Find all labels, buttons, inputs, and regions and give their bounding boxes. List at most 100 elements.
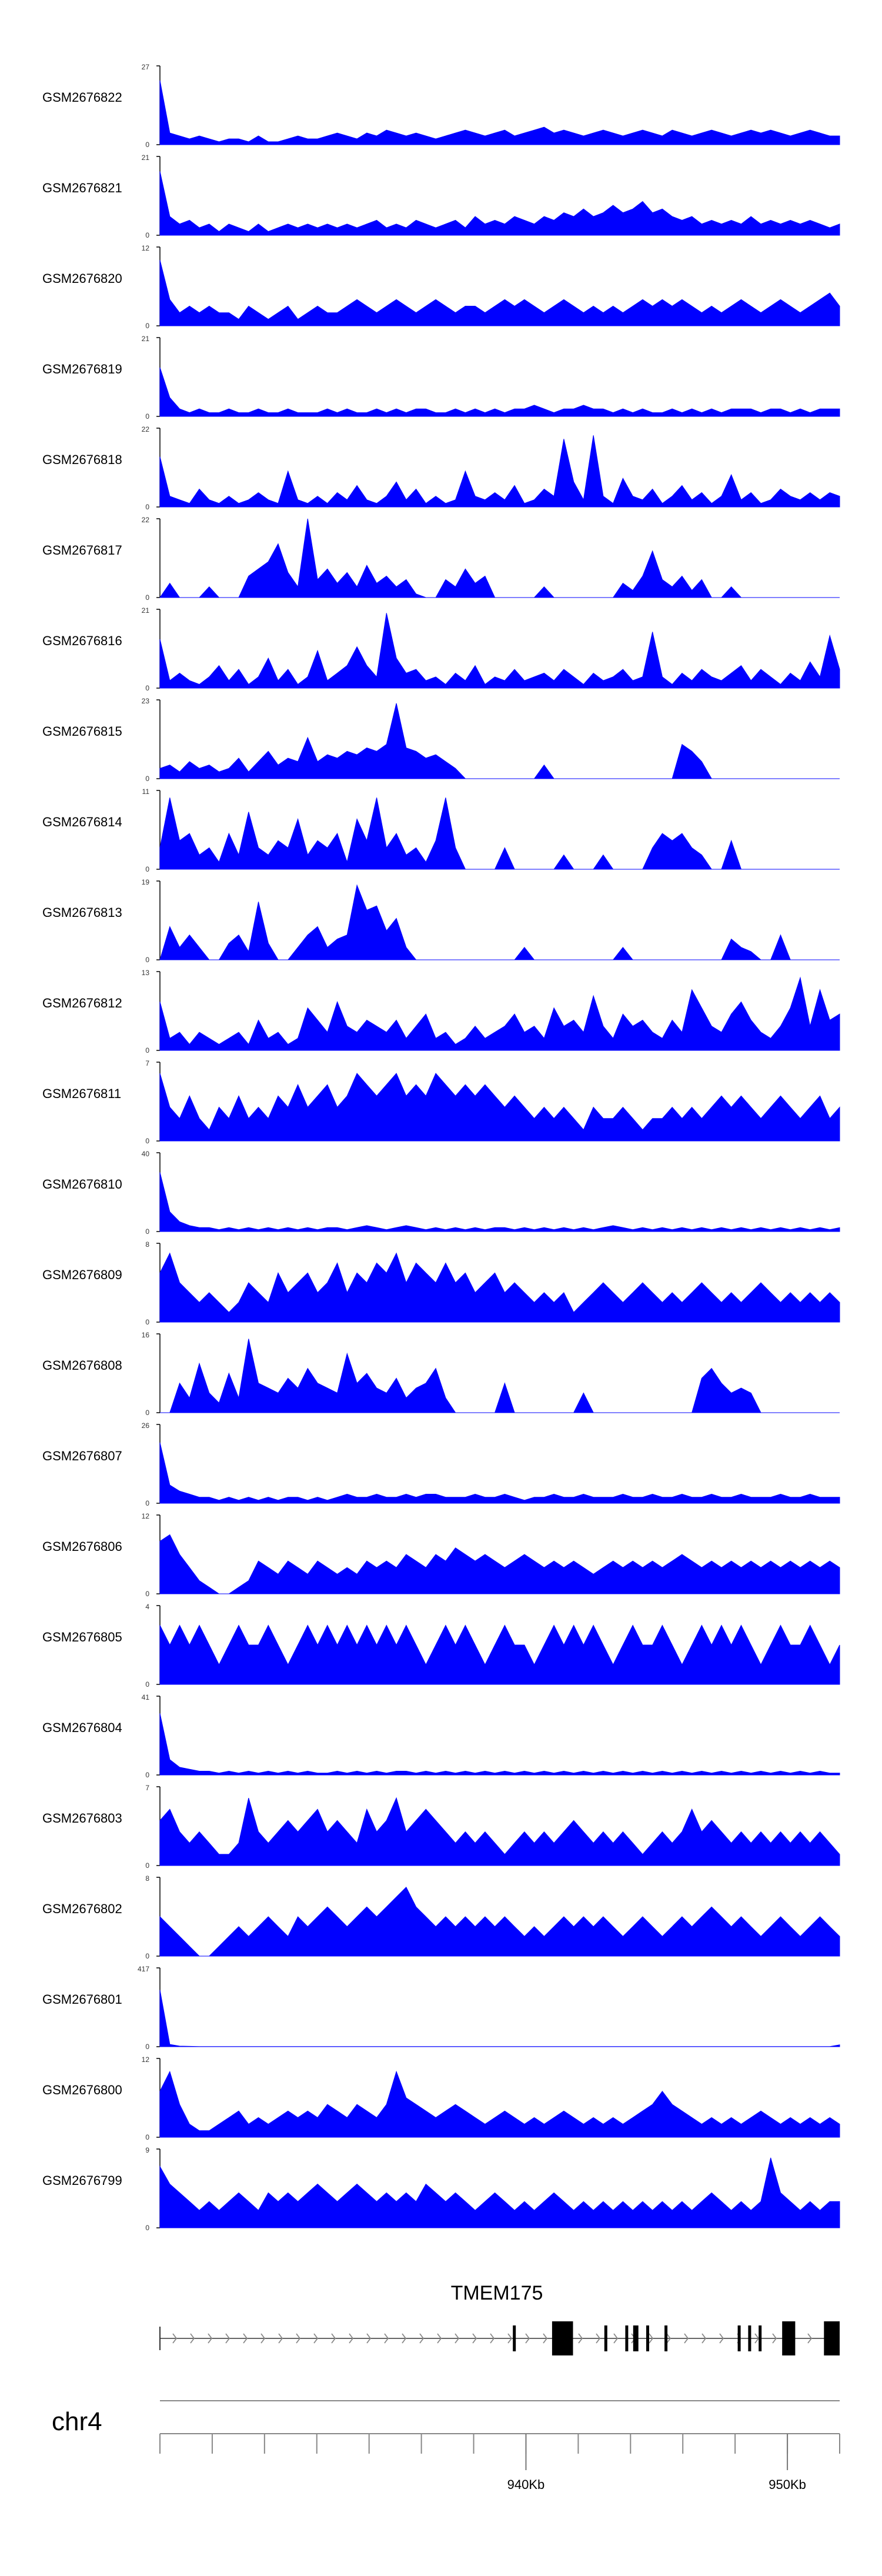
track-label: GSM2676804 <box>42 1720 122 1735</box>
coverage-tracks: GSM2676822270GSM2676821210GSM2676820120G… <box>42 63 840 2232</box>
strand-arrow <box>366 2333 372 2344</box>
track-ymax-label: 27 <box>142 63 150 71</box>
coverage-area <box>159 80 840 145</box>
coverage-area <box>159 260 840 326</box>
exon-block <box>748 2325 751 2351</box>
track-label: GSM2676819 <box>42 362 122 376</box>
track-ymax-label: 8 <box>145 1240 149 1249</box>
track-GSM2676821: GSM2676821 21 0 <box>42 154 840 239</box>
exons <box>513 2321 840 2355</box>
track-ymin-label: 0 <box>145 2043 149 2051</box>
track-ymin-label: 0 <box>145 1861 149 1870</box>
strand-arrow <box>296 2333 301 2344</box>
strand-arrow <box>313 2333 319 2344</box>
track-ymax-label: 22 <box>142 425 150 433</box>
coverage-area <box>160 1339 840 1413</box>
track-GSM2676802: GSM2676802 8 0 <box>42 1874 840 1960</box>
track-GSM2676804: GSM2676804 41 0 <box>42 1693 840 1779</box>
strand-arrow <box>649 2333 654 2344</box>
strand-arrow <box>543 2333 548 2344</box>
strand-arrow <box>472 2333 477 2344</box>
track-label: GSM2676803 <box>42 1811 122 1826</box>
coverage-area <box>159 367 840 417</box>
coverage-area <box>159 2157 840 2228</box>
track-label: GSM2676812 <box>42 996 122 1010</box>
track-ymax-label: 8 <box>145 1874 149 1883</box>
track-ymax-label: 21 <box>142 606 150 615</box>
strand-arrow <box>684 2333 689 2344</box>
track-ymin-label: 0 <box>145 412 149 421</box>
track-GSM2676818: GSM2676818 22 0 <box>42 425 840 511</box>
exon-block <box>513 2325 516 2351</box>
track-ymin-label: 0 <box>145 1409 149 1417</box>
track-label: GSM2676809 <box>42 1267 122 1282</box>
track-label: GSM2676818 <box>42 452 122 467</box>
track-ymax-label: 12 <box>142 2056 150 2064</box>
strand-arrow <box>260 2333 266 2344</box>
track-ymin-label: 0 <box>145 141 149 149</box>
coverage-area <box>159 1252 840 1323</box>
track-GSM2676807: GSM2676807 26 0 <box>42 1422 840 1507</box>
track-GSM2676810: GSM2676810 40 0 <box>42 1150 840 1236</box>
coverage-area <box>159 1442 840 1504</box>
track-ymax-label: 417 <box>138 1965 149 1973</box>
track-label: GSM2676807 <box>42 1449 122 1463</box>
coverage-area <box>159 703 840 779</box>
coverage-area <box>159 1797 840 1866</box>
strand-arrow <box>331 2333 336 2344</box>
strand-arrow <box>613 2333 619 2344</box>
track-ymax-label: 11 <box>142 788 150 796</box>
exon-block <box>737 2325 741 2351</box>
strand-arrow <box>402 2333 407 2344</box>
coverage-area <box>159 1713 840 1776</box>
track-GSM2676817: GSM2676817 22 0 <box>42 516 840 602</box>
track-GSM2676801: GSM2676801 417 0 <box>42 1965 840 2051</box>
track-GSM2676816: GSM2676816 21 0 <box>42 606 840 692</box>
track-label: GSM2676817 <box>42 543 122 558</box>
coverage-area <box>159 1886 840 1957</box>
coverage-area <box>159 976 840 1051</box>
track-label: GSM2676822 <box>42 90 122 105</box>
track-ymin-label: 0 <box>145 1952 149 1960</box>
strand-arrow <box>525 2333 530 2344</box>
strand-arrow <box>701 2333 707 2344</box>
coverage-area <box>159 1624 840 1685</box>
coverage-area <box>159 2070 840 2138</box>
exon-block <box>824 2321 840 2355</box>
strand-arrow <box>578 2333 583 2344</box>
track-ymin-label: 0 <box>145 503 149 511</box>
track-label: GSM2676806 <box>42 1539 122 1554</box>
strand-arrow <box>455 2333 460 2344</box>
track-ymin-label: 0 <box>145 2224 149 2232</box>
track-ymin-label: 0 <box>145 1680 149 1689</box>
track-GSM2676822: GSM2676822 27 0 <box>42 63 840 149</box>
track-GSM2676809: GSM2676809 8 0 <box>42 1240 840 1326</box>
strand-arrow <box>666 2333 671 2344</box>
exon-block <box>625 2325 629 2351</box>
exon-block <box>782 2321 796 2355</box>
coverage-area <box>159 798 840 870</box>
track-ymin-label: 0 <box>145 1499 149 1507</box>
coverage-area <box>159 1534 840 1594</box>
track-ymin-label: 0 <box>145 322 149 330</box>
track-GSM2676800: GSM2676800 12 0 <box>42 2056 840 2141</box>
track-ymax-label: 7 <box>145 1059 149 1067</box>
coverage-area <box>159 1172 840 1232</box>
track-ymax-label: 26 <box>142 1422 150 1430</box>
track-ymax-label: 21 <box>142 154 150 162</box>
strand-arrow <box>243 2333 248 2344</box>
track-ymax-label: 7 <box>145 1784 149 1792</box>
track-label: GSM2676805 <box>42 1630 122 1644</box>
track-label: GSM2676799 <box>42 2173 122 2188</box>
track-ymin-label: 0 <box>145 2133 149 2141</box>
track-ymin-label: 0 <box>145 1771 149 1779</box>
track-ymin-label: 0 <box>145 1318 149 1326</box>
track-ymin-label: 0 <box>145 593 149 602</box>
track-ymin-label: 0 <box>145 684 149 692</box>
track-GSM2676808: GSM2676808 16 0 <box>42 1331 840 1417</box>
track-GSM2676812: GSM2676812 13 0 <box>42 969 840 1055</box>
track-ymax-label: 23 <box>142 697 150 705</box>
coverage-area <box>159 613 840 689</box>
strand-arrow <box>754 2333 760 2344</box>
strand-arrow <box>278 2333 283 2344</box>
